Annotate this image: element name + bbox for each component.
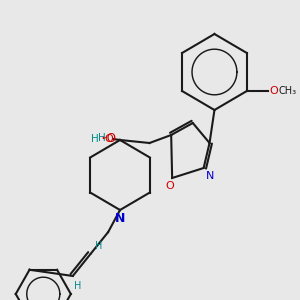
Text: H: H	[98, 133, 106, 143]
Text: O: O	[166, 181, 175, 191]
Text: H: H	[91, 134, 98, 144]
Text: CH₃: CH₃	[278, 86, 296, 96]
Text: O: O	[105, 134, 114, 144]
Text: H: H	[74, 281, 81, 291]
Text: ·O: ·O	[104, 131, 117, 145]
Text: N: N	[115, 212, 125, 225]
Text: ·: ·	[101, 130, 106, 148]
Text: O: O	[269, 86, 278, 96]
Text: H: H	[95, 241, 102, 251]
Text: N: N	[206, 171, 214, 181]
